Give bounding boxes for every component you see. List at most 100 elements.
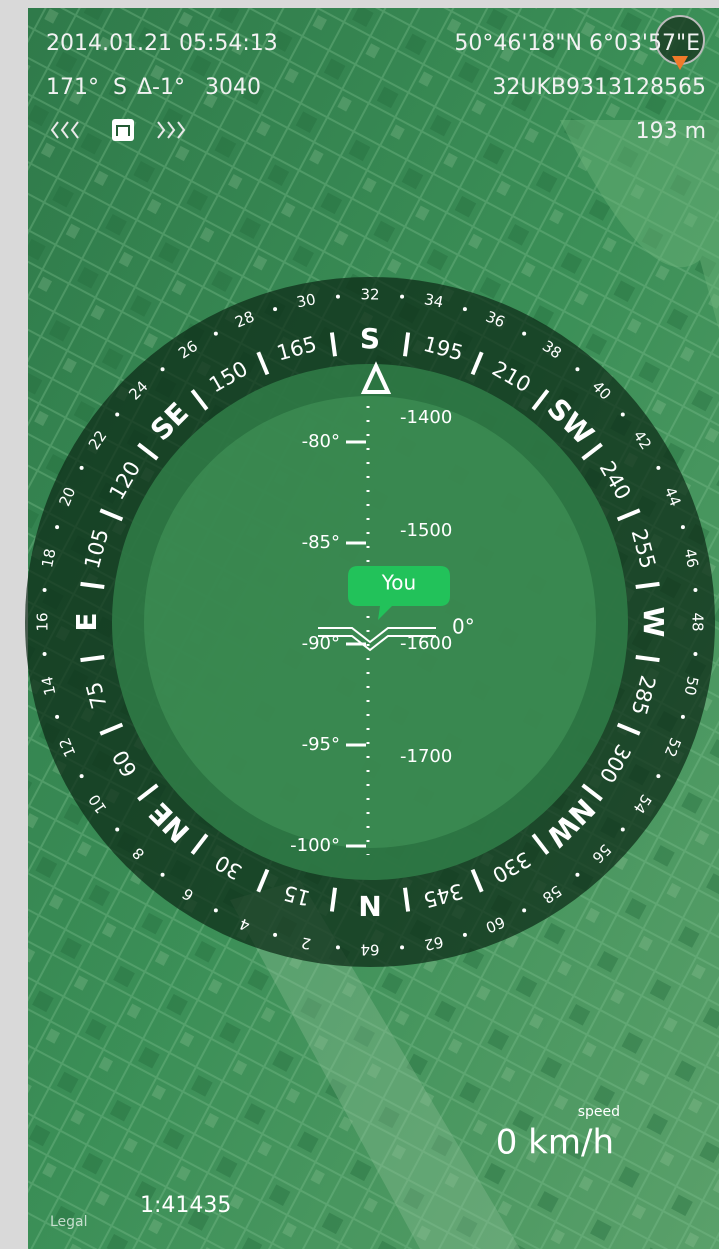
cardinal-label: N — [358, 889, 381, 922]
ring-tick — [531, 389, 550, 411]
mil-dot — [55, 525, 60, 530]
mil-dot — [522, 331, 527, 336]
ring-tick — [402, 332, 411, 357]
mil-dot — [462, 932, 467, 937]
mil-dot — [575, 872, 580, 877]
mil-label: 14 — [38, 675, 59, 697]
mil-label: 34 — [423, 290, 445, 311]
map-scale: 1:41435 — [140, 1193, 231, 1218]
mini-compass[interactable] — [655, 15, 705, 70]
heading: 171° — [46, 75, 99, 100]
map-rail — [230, 880, 520, 1249]
mil-dot — [160, 367, 165, 372]
you-bubble[interactable] — [348, 566, 450, 620]
mil-label: 48 — [689, 612, 707, 631]
mil-dot — [160, 872, 165, 877]
ring-tick — [635, 581, 660, 590]
mil-dot — [400, 294, 405, 299]
delta: Δ-1° — [137, 75, 185, 100]
mil-label: 52 — [661, 735, 685, 760]
ring-tick — [581, 783, 603, 802]
mil-label: 60 — [483, 913, 508, 937]
distance-label: -1500 — [400, 520, 452, 541]
mil-dot — [335, 945, 340, 950]
mil-dot — [462, 307, 467, 312]
mil-dot — [522, 908, 527, 913]
ring-tick — [531, 833, 550, 855]
ring-tick — [402, 887, 411, 912]
pitch-label: -80° — [302, 431, 340, 452]
speed: 0 km/h — [496, 1123, 614, 1163]
mil-label: 44 — [661, 484, 685, 509]
ring-tick — [99, 508, 124, 522]
mil-label: 62 — [423, 933, 445, 954]
mil-dot — [273, 932, 278, 937]
coordinates: 50°46'18"N 6°03'57"E — [454, 31, 700, 56]
nav-controls[interactable] — [50, 119, 186, 141]
mil-dot — [620, 827, 625, 832]
ring-tick — [256, 351, 270, 376]
mil-dot — [656, 465, 661, 470]
datetime: 2014.01.21 05:54:13 — [46, 31, 278, 56]
mil-dot — [575, 367, 580, 372]
mil-label: 32 — [360, 286, 379, 304]
ring-tick — [616, 722, 641, 736]
mil-label: 28 — [232, 307, 257, 331]
cardinal-label: S — [360, 322, 380, 355]
ring-tick — [190, 389, 209, 411]
distance-label: -1600 — [400, 633, 452, 654]
mil-label: 30 — [295, 290, 317, 311]
mil-label: 18 — [38, 547, 59, 569]
mil-dot — [115, 412, 120, 417]
ring-tick — [99, 722, 124, 736]
mil-dot — [115, 827, 120, 832]
mil-dot — [335, 294, 340, 299]
mil-dot — [620, 412, 625, 417]
mil-label: 20 — [55, 484, 79, 509]
mil-dot — [213, 908, 218, 913]
mil-label: 36 — [483, 307, 508, 331]
grid-reference: 32UKB9313128565 — [492, 75, 706, 100]
mil-dot — [55, 714, 60, 719]
mil-dot — [79, 774, 84, 779]
ring-tick — [635, 654, 660, 663]
mil-dot — [693, 652, 698, 657]
heading-pointer — [360, 361, 392, 394]
map-field — [560, 120, 719, 330]
ring-tick — [329, 887, 338, 912]
mil-dot — [273, 307, 278, 312]
mil-dot — [656, 774, 661, 779]
speed-label: speed — [578, 1104, 620, 1120]
ring-tick — [470, 868, 484, 893]
legal-link[interactable]: Legal — [50, 1214, 88, 1230]
cardinal-label: E — [70, 612, 103, 631]
altitude: 193 m — [636, 119, 706, 144]
pitch-label: -85° — [302, 532, 340, 553]
inner-disc — [144, 396, 596, 848]
you-label: You — [381, 571, 416, 595]
mil-dot — [400, 945, 405, 950]
distance-label: -1700 — [400, 746, 452, 767]
mil-dot — [42, 652, 47, 657]
distance-label: -1400 — [400, 407, 452, 428]
mil-label: 64 — [360, 941, 379, 959]
ring-tick — [581, 442, 603, 461]
ring-tick — [470, 351, 484, 376]
mil-label: 50 — [681, 675, 702, 697]
status-value: 3040 — [205, 75, 261, 100]
ring-tick — [329, 332, 338, 357]
ring-tick — [256, 868, 270, 893]
ring-tick — [137, 442, 159, 461]
ring-tick — [190, 833, 209, 855]
mil-dot — [42, 587, 47, 592]
mil-label: 46 — [681, 547, 702, 569]
mil-dot — [693, 587, 698, 592]
mil-dot — [213, 331, 218, 336]
mil-dot — [680, 714, 685, 719]
direction: S — [113, 75, 127, 100]
pitch-label: -90° — [302, 633, 340, 654]
mil-dot — [680, 525, 685, 530]
cardinal-label: W — [637, 607, 670, 638]
